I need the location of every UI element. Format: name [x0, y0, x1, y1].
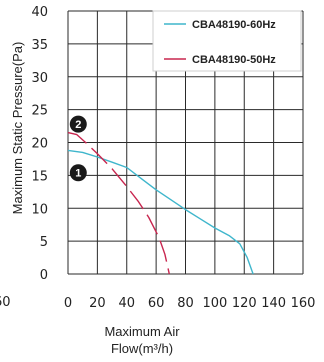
y-tick-label: 10	[31, 202, 48, 217]
x-tick-label: 60	[148, 296, 165, 311]
y-tick-label: 15	[31, 169, 48, 184]
clipped-tick-fragment-left: 60	[0, 295, 11, 310]
series-line-CBA48190-60Hz	[67, 149, 254, 275]
y-tick-labels: 0 5 10 15 20 25 30 35 40	[31, 5, 48, 283]
chart-grid	[67, 10, 304, 275]
x-tick-label: 20	[89, 296, 106, 311]
x-tick-label: 40	[118, 296, 135, 311]
y-axis-title: Maximum Static Pressure(Pa)	[10, 42, 25, 215]
y-tick-label: 20	[31, 137, 48, 152]
marker-badge-2	[69, 115, 87, 133]
x-tick-label: 160	[291, 296, 316, 311]
y-tick-label: 30	[31, 71, 48, 86]
series-line-CBA48190-50Hz	[67, 131, 170, 275]
y-tick-label: 0	[40, 268, 48, 283]
y-tick-label: 40	[31, 5, 48, 20]
chart-legend: CBA48190-60Hz CBA48190-50Hz	[152, 10, 302, 72]
x-axis-title-line1: Maximum Air	[104, 324, 180, 339]
marker-label-1: 1	[75, 168, 81, 180]
x-tick-label: 100	[202, 296, 227, 311]
y-tick-label: 25	[31, 104, 48, 119]
y-tick-label: 5	[40, 235, 48, 250]
x-tick-label: 80	[177, 296, 194, 311]
x-tick-label: 120	[232, 296, 257, 311]
chart-series	[67, 131, 254, 275]
x-tick-labels: 0 20 40 60 80 100 120 140 160	[64, 296, 316, 311]
legend-label-50hz: CBA48190-50Hz	[192, 54, 276, 66]
y-tick-label: 35	[31, 38, 48, 53]
marker-label-2: 2	[75, 119, 81, 131]
chart-markers: 21	[69, 115, 87, 182]
marker-badge-1	[69, 164, 87, 182]
legend-box	[152, 10, 302, 72]
x-axis-title-line2: Flow(m³/h)	[111, 341, 173, 356]
x-tick-label: 140	[261, 296, 286, 311]
x-tick-label: 0	[64, 296, 72, 311]
legend-label-60hz: CBA48190-60Hz	[192, 19, 276, 31]
